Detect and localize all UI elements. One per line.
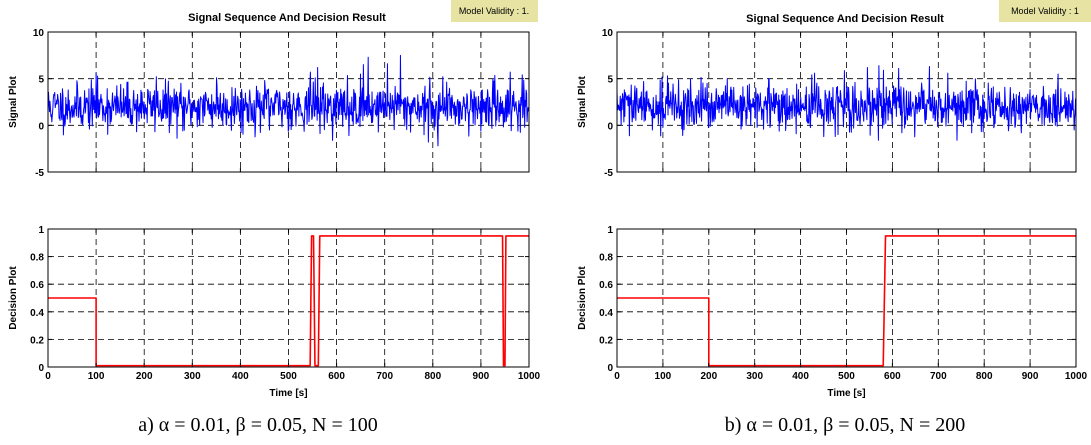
- model-validity-badge: [999, 0, 1091, 22]
- y-tick-label: 0.6: [599, 280, 613, 291]
- chart-title: Signal Sequence And Decision Result: [188, 12, 386, 24]
- x-tick-label: 500: [280, 371, 297, 382]
- y-tick-label: 0.6: [30, 280, 44, 291]
- x-tick-label: 700: [376, 371, 393, 382]
- signal-line: [616, 65, 1077, 141]
- y-axis-label: Signal Plot: [8, 75, 19, 127]
- y-tick-label: 5: [38, 75, 44, 86]
- panel-b: Model Validity : 1 Signal Sequence And D…: [577, 0, 1091, 436]
- y-tick-label: 0: [38, 121, 44, 132]
- y-tick-label: 10: [602, 28, 614, 39]
- x-tick-label: 200: [700, 371, 717, 382]
- x-tick-label: 100: [88, 371, 105, 382]
- y-tick-label: 0.8: [599, 253, 613, 264]
- y-tick-label: 0: [38, 363, 44, 374]
- x-tick-label: 200: [136, 371, 153, 382]
- x-tick-label: 800: [976, 371, 993, 382]
- y-tick-label: 0.2: [599, 335, 613, 346]
- y-tick-label: 10: [33, 28, 45, 39]
- y-tick-label: 1: [38, 225, 44, 236]
- y-tick-label: 0: [607, 363, 613, 374]
- x-tick-label: 0: [45, 371, 51, 382]
- x-tick-label: 0: [614, 371, 620, 382]
- y-axis-label: Decision Plot: [8, 266, 19, 330]
- x-tick-label: 800: [424, 371, 441, 382]
- x-axis-label: Time [s]: [269, 388, 307, 399]
- x-tick-label: 1000: [1065, 371, 1088, 382]
- signal-line: [47, 54, 530, 147]
- x-tick-label: 400: [792, 371, 809, 382]
- signal-plot-a: -5 0 5 10 Signal Plot: [8, 28, 530, 179]
- y-tick-label: 0.8: [30, 253, 44, 264]
- caption-a: a) α = 0.01, β = 0.05, N = 100: [138, 414, 377, 436]
- caption-b: b) α = 0.01, β = 0.05, N = 200: [725, 414, 966, 436]
- chart-title: Signal Sequence And Decision Result: [746, 13, 944, 25]
- signal-plot-b: -5 0 5 10 Signal Plot: [577, 28, 1077, 179]
- x-axis-label: Time [s]: [827, 388, 865, 399]
- panel-a: Model Validity : 1. Signal Sequence And …: [8, 0, 541, 436]
- x-tick-label: 100: [655, 371, 672, 382]
- decision-line: [617, 235, 1076, 367]
- x-tick-label: 700: [930, 371, 947, 382]
- x-tick-label: 500: [838, 371, 855, 382]
- decision-plot-b: 0 100 200 300 400 500 600 700 800 900 1000 0 0.2 0.4 0…: [577, 225, 1088, 399]
- decision-plot-a: 0 100 200 300 400 500 600 700 800 900 1000 0 0.2 0.4 0…: [8, 225, 541, 399]
- y-tick-label: 0.2: [30, 335, 44, 346]
- y-axis-label: Decision Plot: [577, 266, 588, 330]
- y-tick-label: -5: [604, 168, 613, 179]
- x-tick-label: 300: [184, 371, 201, 382]
- x-tick-label: 400: [232, 371, 249, 382]
- x-tick-label: 900: [473, 371, 490, 382]
- y-axis-label: Signal Plot: [577, 75, 588, 127]
- y-tick-label: 0.4: [599, 308, 613, 319]
- model-validity-text: Model Validity : 1: [1011, 6, 1079, 16]
- x-tick-label: 600: [884, 371, 901, 382]
- decision-line: [48, 235, 529, 367]
- y-tick-label: 1: [607, 225, 613, 236]
- x-tick-label: 1000: [518, 371, 541, 382]
- model-validity-badge: [451, 0, 538, 22]
- y-tick-label: 0.4: [30, 308, 44, 319]
- y-tick-label: 0: [607, 121, 613, 132]
- y-tick-label: 5: [607, 75, 613, 86]
- x-tick-label: 900: [1022, 371, 1039, 382]
- model-validity-text: Model Validity : 1.: [459, 6, 529, 16]
- x-tick-label: 600: [328, 371, 345, 382]
- x-tick-label: 300: [746, 371, 763, 382]
- y-tick-label: -5: [35, 168, 44, 179]
